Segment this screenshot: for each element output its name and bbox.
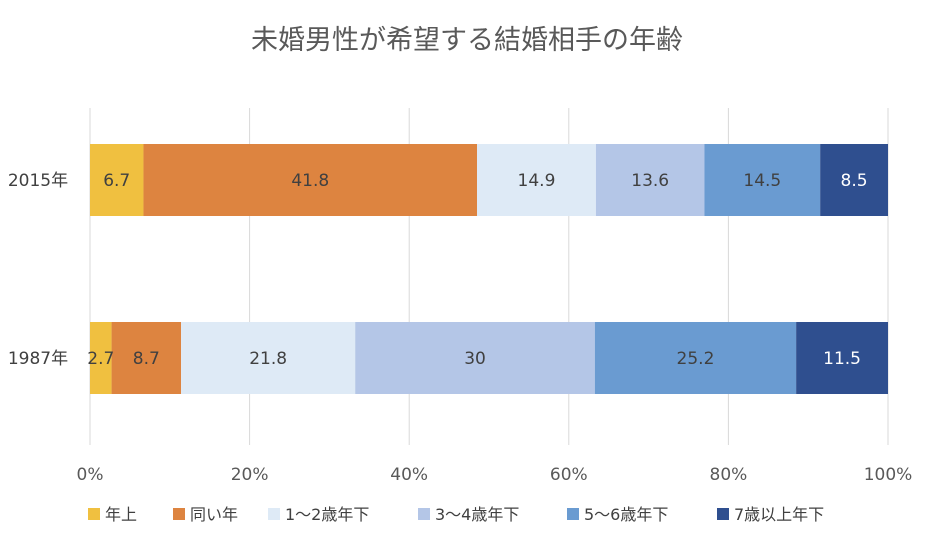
bar-segment: [111, 322, 182, 394]
data-labels: 6.7 41.8 14.9 13.6 14.5 8.5 2.7 8.7 21.8 30 25.2 11…: [87, 171, 867, 369]
bar-segment: [90, 144, 144, 216]
bars: [90, 144, 888, 394]
bar-segment: [595, 144, 705, 216]
category-labels: 2015年 1987年: [8, 171, 68, 369]
data-label: 11.5: [823, 349, 861, 369]
legend-label: 7歳以上年下: [734, 505, 824, 524]
data-label: 6.7: [103, 171, 130, 191]
x-tick-label: 80%: [710, 465, 748, 485]
data-label: 14.5: [743, 171, 781, 191]
legend-label: 同い年: [190, 505, 238, 524]
bar-segment: [143, 144, 478, 216]
x-tick-label: 60%: [550, 465, 588, 485]
x-tick-label: 40%: [390, 465, 428, 485]
legend-label: 3～4歳年下: [435, 505, 519, 524]
bar-segment: [477, 144, 596, 216]
bar-segment: [594, 322, 797, 394]
legend: 年上 同い年 1～2歳年下 3～4歳年下 5～6歳年下 7歳以上年下: [88, 505, 824, 524]
legend-item: 5～6歳年下: [567, 505, 668, 524]
bar-segment: [820, 144, 888, 216]
legend-swatch: [418, 508, 430, 520]
x-tick-label: 20%: [231, 465, 269, 485]
bar-segment: [796, 322, 888, 394]
legend-label: 1～2歳年下: [285, 505, 369, 524]
chart-title: 未婚男性が希望する結婚相手の年齢: [251, 25, 683, 56]
legend-swatch: [173, 508, 185, 520]
legend-item: 同い年: [173, 505, 238, 524]
x-tick-label: 100%: [864, 465, 913, 485]
legend-item: 年上: [88, 505, 137, 524]
data-label: 25.2: [677, 349, 715, 369]
data-label: 30: [464, 349, 486, 369]
bar-segment: [704, 144, 821, 216]
legend-item: 3～4歳年下: [418, 505, 519, 524]
legend-swatch: [717, 508, 729, 520]
data-label: 14.9: [518, 171, 556, 191]
data-label: 8.7: [133, 349, 160, 369]
x-axis-ticks: 0% 20% 40% 60% 80% 100%: [77, 465, 913, 485]
bar-segment: [355, 322, 595, 394]
data-label: 41.8: [291, 171, 329, 191]
bar-segment: [181, 322, 356, 394]
legend-label: 5～6歳年下: [584, 505, 668, 524]
data-label: 2.7: [87, 349, 114, 369]
legend-label: 年上: [105, 505, 137, 524]
legend-swatch: [268, 508, 280, 520]
category-label: 2015年: [8, 171, 68, 191]
data-label: 8.5: [841, 171, 868, 191]
category-label: 1987年: [8, 349, 68, 369]
legend-swatch: [567, 508, 579, 520]
x-tick-label: 0%: [77, 465, 104, 485]
data-label: 21.8: [249, 349, 287, 369]
legend-item: 1～2歳年下: [268, 505, 369, 524]
legend-swatch: [88, 508, 100, 520]
data-label: 13.6: [631, 171, 669, 191]
legend-item: 7歳以上年下: [717, 505, 824, 524]
bar-segment: [90, 322, 112, 394]
